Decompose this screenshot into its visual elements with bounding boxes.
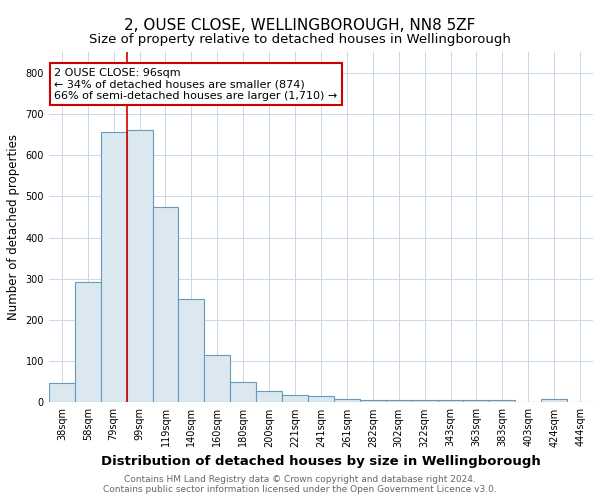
- Bar: [360, 400, 386, 402]
- Bar: [334, 399, 360, 402]
- Bar: [308, 396, 334, 402]
- Bar: [541, 399, 567, 402]
- X-axis label: Distribution of detached houses by size in Wellingborough: Distribution of detached houses by size …: [101, 455, 541, 468]
- Bar: [437, 400, 463, 402]
- Bar: [490, 400, 515, 402]
- Bar: [152, 206, 178, 402]
- Bar: [386, 400, 412, 402]
- Bar: [75, 282, 101, 403]
- Text: 2 OUSE CLOSE: 96sqm
← 34% of detached houses are smaller (874)
66% of semi-detac: 2 OUSE CLOSE: 96sqm ← 34% of detached ho…: [55, 68, 338, 101]
- Bar: [178, 300, 205, 403]
- Bar: [49, 382, 75, 402]
- Bar: [127, 130, 152, 402]
- Bar: [205, 355, 230, 403]
- Bar: [463, 400, 490, 402]
- Bar: [230, 382, 256, 402]
- Text: Size of property relative to detached houses in Wellingborough: Size of property relative to detached ho…: [89, 32, 511, 46]
- Text: 2, OUSE CLOSE, WELLINGBOROUGH, NN8 5ZF: 2, OUSE CLOSE, WELLINGBOROUGH, NN8 5ZF: [124, 18, 476, 32]
- Bar: [101, 132, 127, 402]
- Bar: [256, 392, 282, 402]
- Bar: [412, 400, 437, 402]
- Y-axis label: Number of detached properties: Number of detached properties: [7, 134, 20, 320]
- Text: Contains HM Land Registry data © Crown copyright and database right 2024.
Contai: Contains HM Land Registry data © Crown c…: [103, 474, 497, 494]
- Bar: [282, 395, 308, 402]
